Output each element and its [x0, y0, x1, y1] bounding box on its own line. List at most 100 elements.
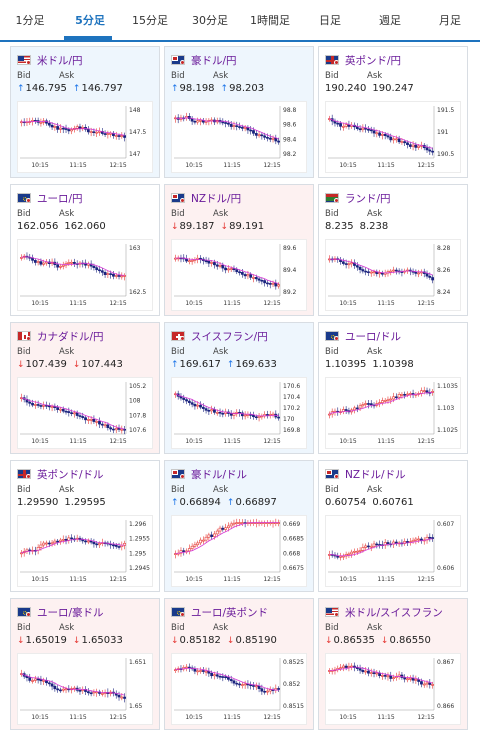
- candlestick-chart[interactable]: 0.8525 0.852 0.8515 10:15 11:15 12:15: [171, 653, 307, 725]
- rate-card[interactable]: ユーロ/豪ドル Bid Ask ↓ 1.65019 ↓ 1.65033 1.651 1.65 10…: [10, 598, 160, 730]
- currency-pair-link[interactable]: ユーロ/ドル: [345, 330, 402, 343]
- x-tick-label: 10:15: [185, 162, 202, 169]
- candle: [344, 124, 348, 127]
- tab-5[interactable]: 日足: [319, 14, 341, 27]
- currency-pair-link[interactable]: NZドル/ドル: [345, 468, 406, 481]
- candle: [232, 125, 236, 127]
- candlestick-chart[interactable]: 105.2 108 107.8 107.6 10:15 11:15 12:15: [17, 377, 153, 449]
- tab-7[interactable]: 月足: [439, 14, 461, 27]
- bid-label: Bid: [171, 485, 185, 495]
- x-tick-label: 10:15: [339, 576, 356, 583]
- candle: [339, 123, 342, 127]
- rate-card[interactable]: カナダドル/円 Bid Ask ↓ 107.439 ↓ 107.443 105.2 108 107…: [10, 322, 160, 454]
- candle: [218, 264, 222, 267]
- currency-pair-link[interactable]: 英ポンド/ドル: [37, 468, 104, 481]
- x-tick-label: 10:15: [185, 576, 202, 583]
- candle: [56, 540, 60, 543]
- currency-pair-link[interactable]: 豪ドル/ドル: [191, 468, 248, 481]
- candle: [89, 419, 93, 421]
- x-tick-label: 10:15: [185, 714, 202, 721]
- candle: [372, 672, 376, 674]
- currency-pair-link[interactable]: ユーロ/豪ドル: [37, 606, 104, 619]
- candle: [36, 404, 40, 406]
- x-tick-label: 10:15: [339, 438, 356, 445]
- candle: [19, 552, 23, 555]
- candle: [59, 539, 62, 542]
- rate-card[interactable]: 米ドル/スイスフラン Bid Ask ↓ 0.86535 ↓ 0.86550 0.867 0.8…: [318, 598, 468, 730]
- currency-pair-link[interactable]: ユーロ/英ポンド: [191, 606, 269, 619]
- moving-average-line: [175, 393, 279, 417]
- candlestick-chart[interactable]: 1.1035 1.103 1.1025 10:15 11:15 12:15: [325, 377, 461, 449]
- candle: [383, 675, 387, 677]
- candle: [263, 135, 267, 138]
- tab-4[interactable]: 1時間足: [250, 14, 290, 27]
- rate-card[interactable]: 英ポンド/ドル Bid Ask 1.29590 1.29595 1.296 1.2955 1.…: [10, 460, 160, 592]
- currency-pair-link[interactable]: NZドル/円: [191, 192, 242, 205]
- rate-card[interactable]: ユーロ/円 Bid Ask 162.056 162.060 163 162.5 10:15 11…: [10, 184, 160, 316]
- tab-2[interactable]: 15分足: [132, 14, 168, 27]
- candlestick-chart[interactable]: 0.867 0.866 10:15 11:15 12:15: [325, 653, 461, 725]
- candle: [341, 125, 345, 128]
- currency-pair-link[interactable]: 豪ドル/円: [191, 54, 237, 67]
- tab-6[interactable]: 週足: [379, 14, 401, 27]
- rate-card[interactable]: 英ポンド/円 Bid Ask 190.240 190.247 191.5 191 190.5 1…: [318, 46, 468, 178]
- candlestick-chart[interactable]: 8.28 8.26 8.24 10:15 11:15 12:15: [325, 239, 461, 311]
- candle: [252, 414, 255, 418]
- candlestick-chart[interactable]: 89.6 89.4 89.2 10:15 11:15 12:15: [171, 239, 307, 311]
- rate-card[interactable]: スイスフラン/円 Bid Ask ↑ 169.617 ↑ 169.633 170.6 170.4…: [164, 322, 314, 454]
- candle: [254, 277, 258, 280]
- currency-pair-link[interactable]: 米ドル/円: [37, 54, 83, 67]
- currency-pair-link[interactable]: 米ドル/スイスフラン: [345, 606, 443, 619]
- eu-flag-icon: [17, 607, 31, 617]
- candle: [185, 666, 188, 669]
- candle: [64, 539, 68, 541]
- rate-card[interactable]: NZドル/円 Bid Ask ↓ 89.187 ↓ 89.191 89.6 89.4 89.2 10…: [164, 184, 314, 316]
- rate-card[interactable]: NZドル/ドル Bid Ask 0.60754 0.60761 0.607 0.606 10:…: [318, 460, 468, 592]
- y-tick-label: 0.668: [283, 550, 300, 557]
- candle: [173, 553, 177, 555]
- candle: [372, 543, 376, 547]
- rate-card[interactable]: ユーロ/ドル Bid Ask 1.10395 1.10398 1.1035 1.103 1.1…: [318, 322, 468, 454]
- candlestick-chart[interactable]: 170.6 170.4 170.2 170 169.8 10:15 11:15 12:15: [171, 377, 307, 449]
- eu-flag-icon: [171, 607, 185, 617]
- tab-3[interactable]: 30分足: [192, 14, 228, 27]
- y-tick-label: 0.6685: [283, 536, 304, 543]
- rate-card[interactable]: 米ドル/円 Bid Ask ↑ 146.795 ↑ 146.797 148 147.5 147 10…: [10, 46, 160, 178]
- candle: [53, 126, 57, 128]
- ask-value: 8.238: [359, 221, 389, 232]
- candle: [229, 123, 233, 127]
- rate-card[interactable]: ユーロ/英ポンド Bid Ask ↓ 0.85182 ↓ 0.85190 0.8525 0.85…: [164, 598, 314, 730]
- tab-0[interactable]: 1分足: [15, 14, 45, 27]
- candle: [425, 682, 429, 685]
- candle: [120, 696, 124, 699]
- candle: [428, 536, 432, 539]
- currency-pair-link[interactable]: カナダドル/円: [37, 330, 104, 343]
- currency-pair-link[interactable]: ユーロ/円: [37, 192, 83, 205]
- rate-card[interactable]: 豪ドル/円 Bid Ask ↑ 98.198 ↑ 98.203 98.8 98.6 98.4 98.…: [164, 46, 314, 178]
- candle: [64, 410, 68, 413]
- candlestick-chart[interactable]: 0.607 0.606 10:15 11:15 12:15: [325, 515, 461, 587]
- candlestick-chart[interactable]: 163 162.5 10:15 11:15 12:15: [17, 239, 153, 311]
- candle: [358, 668, 362, 671]
- candlestick-chart[interactable]: 191.5 191 190.5 10:15 11:15 12:15: [325, 101, 461, 173]
- price-row: 8.235 8.238: [325, 221, 394, 232]
- currency-pair-link[interactable]: 英ポンド/円: [345, 54, 402, 67]
- candle: [75, 412, 79, 416]
- candle: [226, 677, 230, 680]
- rate-card[interactable]: 豪ドル/ドル Bid Ask ↑ 0.66894 ↑ 0.66897 0.669 0.6685 0…: [164, 460, 314, 592]
- currency-pair-link[interactable]: ランド/円: [345, 192, 391, 205]
- bid-price: ↓ 1.65019: [17, 635, 67, 646]
- currency-pair-link[interactable]: スイスフラン/円: [191, 330, 268, 343]
- tab-1[interactable]: 5分足: [60, 0, 120, 40]
- y-tick-label: 107.8: [129, 412, 146, 419]
- candle: [61, 408, 65, 412]
- candlestick-chart[interactable]: 1.651 1.65 10:15 11:15 12:15: [17, 653, 153, 725]
- candle: [238, 683, 241, 686]
- candlestick-chart[interactable]: 0.669 0.6685 0.668 0.6675 10:15 11:15 12:15: [171, 515, 307, 587]
- rate-card[interactable]: ランド/円 Bid Ask 8.235 8.238 8.28 8.26 8.24 10:15 11…: [318, 184, 468, 316]
- candlestick-chart[interactable]: 1.296 1.2955 1.295 1.2945 10:15 11:15 12:15: [17, 515, 153, 587]
- candlestick-chart[interactable]: 98.8 98.6 98.4 98.2 10:15 11:15 12:15: [171, 101, 307, 173]
- candle: [235, 125, 239, 127]
- candlestick-chart[interactable]: 148 147.5 147 10:15 11:15 12:15: [17, 101, 153, 173]
- candle: [199, 257, 202, 260]
